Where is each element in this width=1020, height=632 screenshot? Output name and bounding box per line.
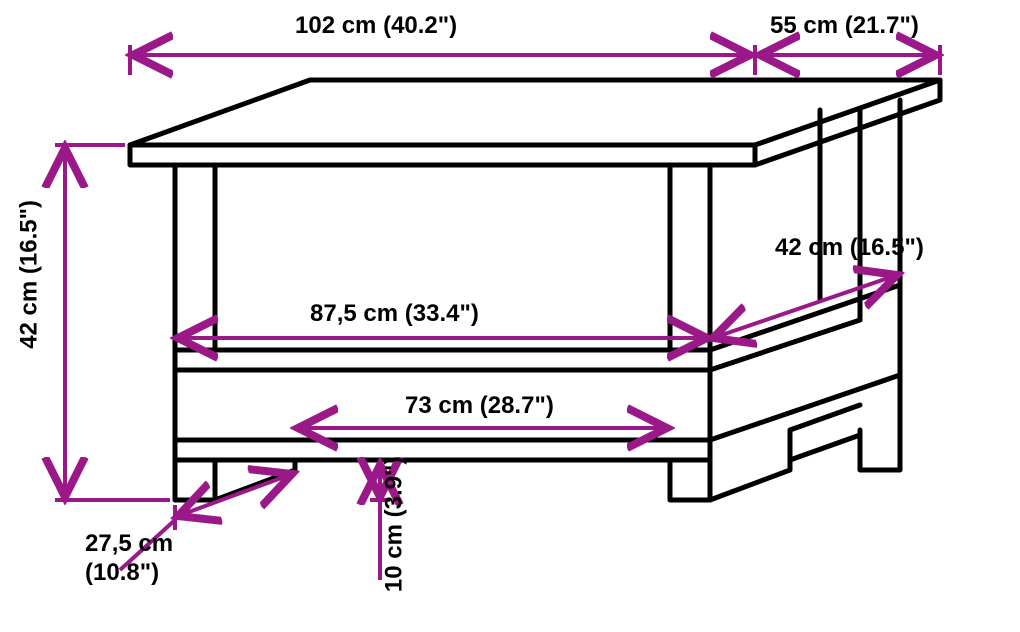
table-outline xyxy=(130,80,940,500)
label-shelf-width: 87,5 cm (33.4") xyxy=(310,300,479,329)
label-width-top: 102 cm (40.2") xyxy=(295,12,457,41)
label-shelf-height: 10 cm (3.9") xyxy=(381,444,410,604)
label-depth-top: 55 cm (21.7") xyxy=(770,12,919,41)
label-height-left: 42 cm (16.5") xyxy=(16,184,45,364)
label-shelf-depth: 42 cm (16.5") xyxy=(775,234,924,263)
label-inner-width: 73 cm (28.7") xyxy=(405,392,554,421)
label-leg-depth: 27,5 cm(10.8") xyxy=(85,530,173,588)
